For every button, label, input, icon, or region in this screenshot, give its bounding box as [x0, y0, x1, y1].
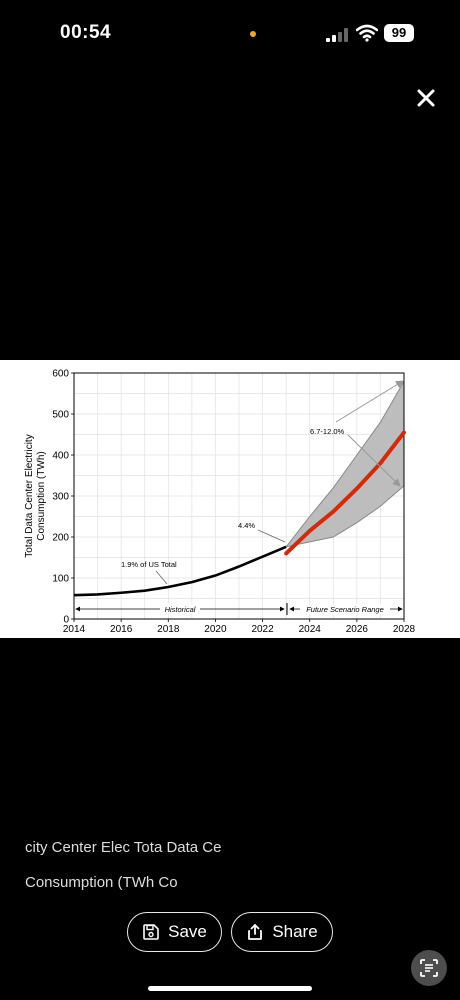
annotation-1-9-percent: 1.9% of US Total [121, 560, 177, 569]
future-label: Future Scenario Range [306, 605, 384, 614]
annotation-leader-1-9 [155, 570, 168, 585]
x-tick-label: 2024 [299, 624, 322, 635]
status-bar: 00:54 99 [0, 0, 460, 70]
wifi-icon [356, 24, 378, 42]
close-icon[interactable] [412, 84, 440, 112]
share-icon [248, 924, 263, 940]
y-tick-label: 600 [52, 369, 69, 380]
future-range-band [284, 379, 405, 548]
status-time: 00:54 [60, 22, 112, 43]
extracted-text-line-1[interactable]: city Center Elec Tota Data Ce [25, 839, 222, 856]
y-tick-label: 0 [63, 615, 69, 626]
x-tick-label: 2020 [204, 624, 227, 635]
chart-image[interactable]: 0 100 200 300 400 500 600 2014 2016 2018 2020 2022… [0, 360, 460, 986]
save-label: Save [168, 922, 207, 941]
save-button[interactable]: Save [127, 912, 222, 952]
live-text-icon [420, 959, 438, 977]
y-tick-label: 300 [52, 492, 69, 503]
cellular-signal-icon [326, 28, 348, 42]
y-tick-label: 200 [52, 533, 69, 544]
save-icon [143, 924, 159, 940]
future-label-bg [300, 604, 390, 614]
historical-label: Historical [165, 605, 196, 614]
share-button[interactable]: Share [231, 912, 333, 952]
chart-svg: 0 100 200 300 400 500 600 2014 2016 2018 2020 2022… [24, 369, 416, 636]
x-tick-label: 2016 [110, 624, 133, 635]
x-tick-label: 2022 [251, 624, 274, 635]
red-overlay-line [284, 430, 406, 556]
y-axis-label-line2: Consumption (TWh) [36, 451, 47, 540]
annotation-arrow-upper [335, 380, 404, 423]
y-tick-label: 500 [52, 410, 69, 421]
share-label: Share [272, 922, 318, 941]
extracted-text-line-2[interactable]: Consumption (TWh Co [25, 874, 178, 891]
x-tick-label: 2026 [346, 624, 369, 635]
historical-label-bg [160, 604, 200, 614]
battery-indicator: 99 [384, 24, 414, 42]
y-tick-label: 100 [52, 574, 69, 585]
y-axis-label-line1: Total Data Center Electricity [24, 434, 35, 557]
live-text-button[interactable] [411, 950, 447, 986]
home-indicator [148, 986, 312, 991]
x-tick-label: 2028 [393, 624, 416, 635]
privacy-indicator-dot [250, 31, 256, 37]
y-tick-label: 400 [52, 451, 69, 462]
historical-line [73, 545, 287, 597]
annotation-4-4-percent: 4.4% [238, 521, 255, 530]
y-axis-ticks: 0 100 200 300 400 500 600 [52, 369, 74, 626]
x-tick-label: 2018 [157, 624, 180, 635]
annotation-arrow-lower [347, 434, 401, 487]
x-tick-label: 2014 [63, 624, 86, 635]
annotation-leader-4-4 [257, 529, 286, 543]
x-axis-ticks: 2014 2016 2018 2020 2022 2024 2026 2028 [63, 619, 416, 635]
annotation-6-7-12-percent: 6.7-12.0% [310, 427, 345, 436]
